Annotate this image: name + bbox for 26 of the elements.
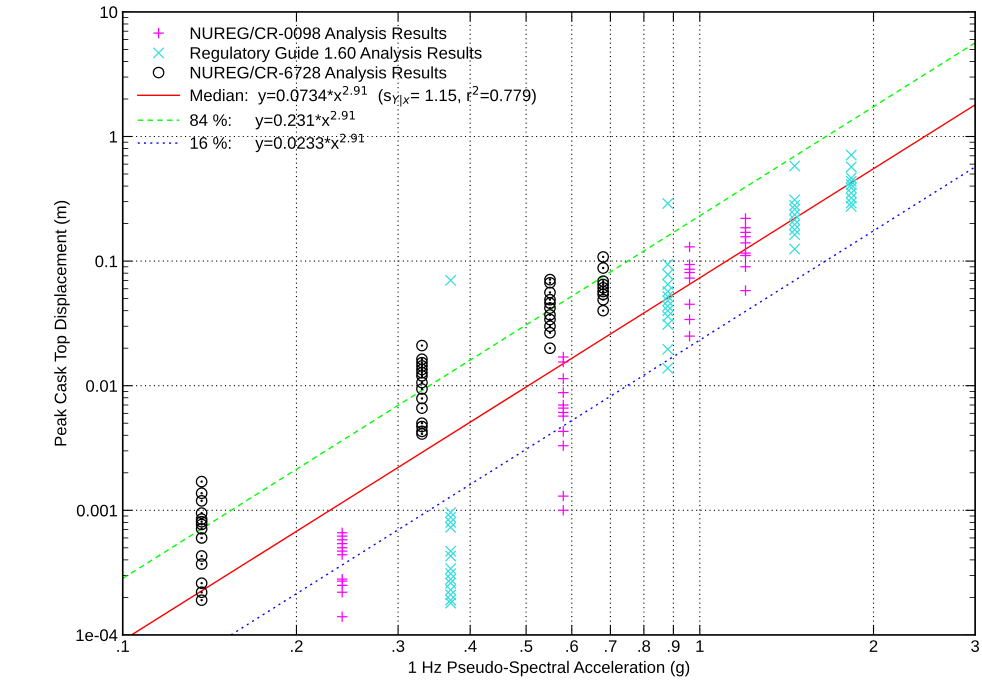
x-tick-label: .6 (566, 640, 578, 652)
x-tick-label: 3 (971, 640, 980, 652)
x-tick-label: 1 (696, 640, 704, 652)
x-tick-label: .9 (668, 640, 680, 652)
legend-label: 84 %: y=0.231*x$^{2.91}$ (190, 110, 355, 130)
y-tick-label: 1e-04 (76, 629, 118, 642)
x-tick-label: .3 (392, 640, 404, 652)
x-tick-label: .5 (520, 640, 532, 652)
x-tick-label: .1 (117, 640, 129, 652)
y-tick-label: 1 (110, 131, 118, 143)
x-axis-title: 1 Hz Pseudo-Spectral Acceleration (g) (408, 660, 690, 676)
y-tick-label: 0.01 (86, 380, 118, 392)
x-tick-label: 2 (870, 640, 878, 652)
x-tick-label: .7 (604, 640, 617, 652)
y-tick-label: 0.001 (76, 504, 118, 517)
x-tick-label: .4 (464, 640, 477, 652)
x-tick-label: .2 (291, 640, 303, 652)
legend-label: NUREG/CR-6728 Analysis Results (190, 66, 446, 82)
x-tick-label: .8 (638, 640, 650, 652)
legend-label: Median: y=0.0734*x$^{2.91}$ (s$_{Y|x}$= 1.15, r$^{2}$=0.779) (190, 86, 536, 107)
y-axis-title: Peak Cask Top Displacement (m) (54, 200, 70, 446)
legend-label: Regulatory Guide 1.60 Analysis Results (190, 46, 482, 62)
legend-label: 16 %: y=0.0233*x$^{2.91}$ (190, 134, 364, 152)
y-tick-label: 0.1 (95, 256, 118, 268)
y-tick-label: 10 (100, 6, 118, 18)
legend-label: NUREG/CR-0098 Analysis Results (190, 26, 446, 42)
